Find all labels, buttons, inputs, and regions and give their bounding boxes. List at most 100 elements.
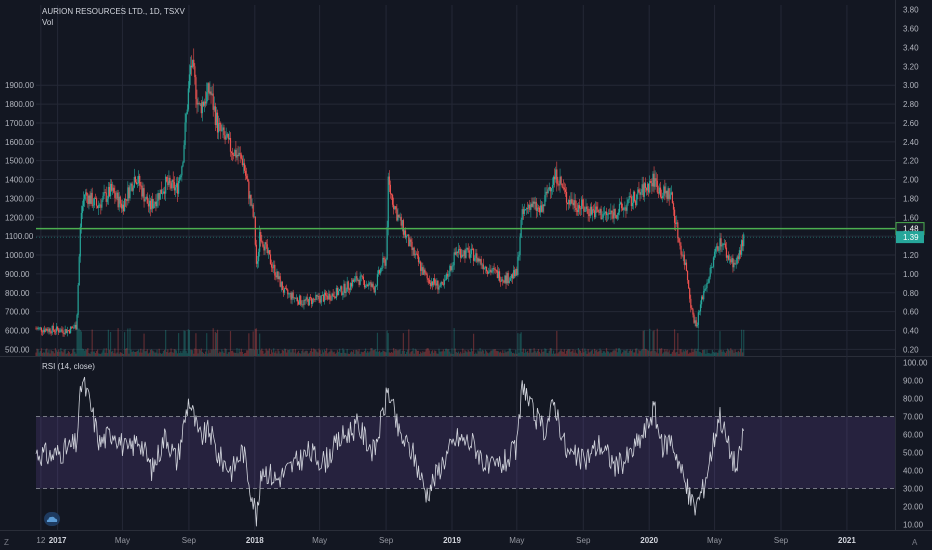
- candle-body: [637, 189, 639, 195]
- volume-bar: [273, 348, 275, 356]
- volume-bar: [416, 350, 419, 356]
- zoom-button[interactable]: Z: [4, 538, 9, 547]
- volume-bar: [296, 352, 299, 356]
- right-axis-label: 1.20: [903, 251, 919, 260]
- candle-body: [382, 257, 384, 268]
- volume-bar: [40, 348, 43, 356]
- rsi-line: [35, 376, 745, 527]
- volume-bar: [575, 352, 577, 356]
- candle-body: [74, 324, 76, 328]
- candle-body: [59, 331, 61, 333]
- volume-bar: [270, 349, 273, 356]
- volume-bar: [356, 349, 358, 356]
- volume-bar: [264, 352, 266, 356]
- candle-body: [127, 187, 129, 201]
- candle-body: [396, 209, 398, 221]
- volume-bar: [262, 350, 264, 356]
- volume-bar: [470, 348, 473, 356]
- candle-body: [501, 279, 503, 282]
- volume-bar: [366, 352, 368, 356]
- volume-bar: [665, 351, 667, 356]
- volume-bar: [599, 348, 601, 356]
- volume-bar: [646, 350, 649, 356]
- volume-bar: [641, 349, 643, 356]
- volume-bar: [450, 353, 452, 356]
- volume-bar: [514, 353, 516, 356]
- volume-bar: [630, 350, 632, 356]
- left-axis-label: 1200.00: [5, 213, 34, 222]
- candle-body: [731, 258, 733, 263]
- volume-bar: [474, 353, 476, 356]
- volume-bar: [475, 352, 477, 356]
- candle-body: [676, 222, 678, 225]
- candle-body: [493, 267, 495, 269]
- candle-body: [585, 206, 587, 212]
- candle-body: [635, 201, 637, 206]
- volume-bar: [433, 352, 435, 356]
- auto-scale-button[interactable]: A: [912, 538, 918, 547]
- candle-body: [450, 265, 452, 271]
- candle-body: [556, 169, 558, 184]
- volume-bar: [434, 350, 436, 356]
- candle-body: [118, 196, 120, 208]
- candle-body: [738, 250, 741, 259]
- candle-body: [187, 88, 189, 110]
- volume-bar: [65, 353, 67, 356]
- candle-body: [98, 204, 100, 209]
- volume-bar: [500, 351, 502, 356]
- candle-body: [479, 259, 481, 262]
- candle-body: [408, 234, 410, 247]
- candle-body: [94, 198, 97, 199]
- volume-bar: [498, 352, 501, 356]
- volume-bar: [720, 349, 722, 356]
- volume-bar: [622, 352, 624, 356]
- rsi-axis-label: 30.00: [903, 485, 924, 494]
- volume-bar: [739, 348, 742, 356]
- volume-bar: [671, 351, 674, 356]
- volume-bar: [282, 350, 285, 356]
- candle-body: [655, 178, 657, 181]
- candle-body: [149, 200, 152, 210]
- candle-body: [413, 247, 415, 256]
- volume-bar: [619, 349, 622, 356]
- candle-body: [535, 201, 537, 212]
- candle-body: [495, 269, 497, 271]
- candle-body: [347, 281, 349, 289]
- volume-bar: [693, 349, 695, 356]
- volume-bar: [424, 351, 426, 356]
- candle-body: [100, 204, 102, 208]
- candle-body: [379, 270, 381, 274]
- volume-bar: [525, 352, 528, 356]
- volume-bar: [228, 352, 231, 356]
- candle-body: [202, 101, 205, 106]
- candle-body: [60, 329, 62, 332]
- volume-bar: [411, 350, 413, 356]
- candle-body: [633, 191, 636, 202]
- volume-bar: [95, 350, 98, 356]
- volume-bar: [210, 349, 212, 356]
- candle-body: [54, 331, 57, 333]
- volume-bar: [401, 350, 403, 356]
- candle-body: [391, 194, 394, 205]
- volume-bar: [569, 349, 571, 356]
- volume-bar: [413, 353, 415, 356]
- candle-body: [265, 242, 267, 245]
- candle-body: [305, 297, 307, 301]
- candle-body: [415, 253, 417, 255]
- candle-body: [725, 247, 728, 258]
- candle-body: [55, 326, 58, 332]
- volume-bar: [109, 331, 112, 356]
- volume-bar: [637, 353, 639, 356]
- candle-body: [383, 257, 385, 260]
- volume-bar: [437, 353, 439, 356]
- volume-bar: [515, 349, 517, 356]
- candle-body: [707, 282, 709, 284]
- candle-body: [652, 173, 654, 187]
- volume-bar: [644, 348, 647, 356]
- candle-body: [624, 207, 626, 209]
- volume-bar: [74, 351, 76, 356]
- candle-body: [662, 195, 664, 199]
- candle-body: [489, 269, 491, 272]
- candle-body: [532, 201, 534, 207]
